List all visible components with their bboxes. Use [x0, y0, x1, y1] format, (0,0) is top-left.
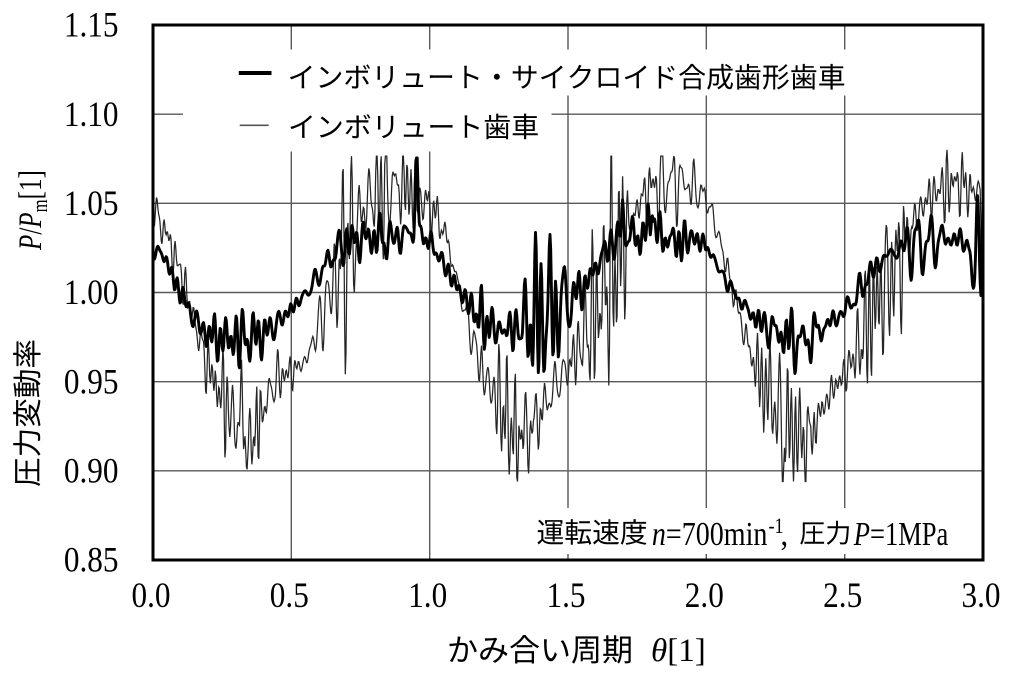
svg-text:0.95: 0.95 — [64, 363, 119, 402]
svg-text:,: , — [781, 515, 789, 553]
svg-text:1.0: 1.0 — [408, 576, 447, 615]
svg-text:3.0: 3.0 — [961, 576, 1000, 615]
svg-text:2.5: 2.5 — [823, 576, 862, 615]
svg-text:1.05: 1.05 — [64, 184, 119, 223]
svg-text:0.0: 0.0 — [131, 576, 170, 615]
svg-text:0.90: 0.90 — [64, 452, 119, 491]
svg-text:1.15: 1.15 — [64, 6, 119, 45]
svg-text:θ[1]: θ[1] — [651, 633, 706, 669]
svg-text:P=1MPa: P=1MPa — [853, 515, 949, 553]
svg-text:n=700min: n=700min — [652, 514, 768, 552]
svg-text:2.0: 2.0 — [685, 576, 724, 615]
svg-text:-1: -1 — [769, 514, 784, 538]
svg-text:1.10: 1.10 — [64, 95, 119, 134]
svg-text:0.85: 0.85 — [64, 541, 119, 580]
svg-text:1.5: 1.5 — [546, 576, 585, 615]
svg-text:1.00: 1.00 — [64, 273, 119, 312]
svg-text:0.5: 0.5 — [270, 576, 309, 615]
